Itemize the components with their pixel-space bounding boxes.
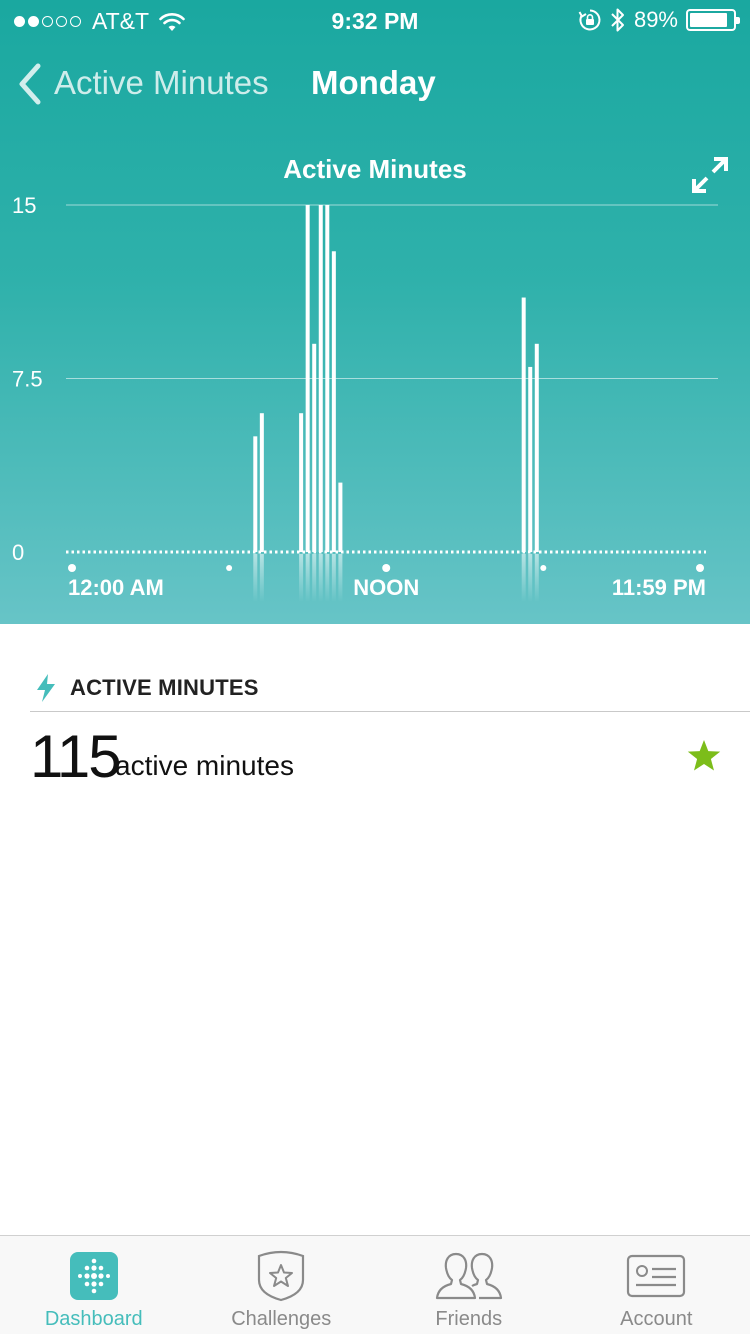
x-tick-label: NOON (353, 575, 419, 600)
chart-bar (299, 413, 304, 552)
y-tick-label: 15 (12, 193, 36, 218)
bar-reflection (259, 554, 264, 602)
tab-label: Account (620, 1308, 693, 1330)
active-minutes-value: 115 (30, 723, 122, 790)
tab-label: Dashboard (44, 1308, 143, 1330)
nav-bar: Active Minutes Monday (0, 52, 750, 116)
status-right: 89% (570, 7, 740, 33)
tab-account[interactable]: Account (563, 1236, 750, 1334)
x-tick-dot (540, 565, 547, 571)
chart-bar (325, 205, 330, 552)
bar-reflection (312, 554, 317, 602)
goal-star-icon (687, 740, 721, 771)
battery-icon (686, 9, 740, 31)
page-title: Monday (311, 64, 436, 101)
lightning-bolt-icon (37, 673, 55, 702)
bar-reflection (528, 554, 533, 602)
rotation-lock-icon (578, 9, 601, 31)
chart-bar (312, 343, 317, 552)
active-minutes-chart[interactable]: 15 7.5 0 12:00 AM NOON 11:59 PM (0, 190, 750, 610)
account-card-icon (627, 1254, 686, 1298)
active-minutes-unit: active minutes (115, 750, 294, 781)
dashboard-icon (69, 1252, 118, 1300)
badge-star-icon (258, 1250, 305, 1302)
signal-dot (14, 16, 25, 27)
friends-icon (435, 1252, 502, 1300)
x-tick-dot (68, 564, 76, 572)
chart-bar (318, 205, 323, 552)
tab-dashboard[interactable]: Dashboard (0, 1236, 188, 1334)
back-button[interactable]: Active Minutes (54, 64, 269, 101)
wifi-icon (159, 12, 185, 31)
x-tick-dot (696, 564, 704, 572)
signal-strength-icon (14, 16, 84, 27)
chart-bar (338, 482, 343, 552)
carrier-name: AT&T (92, 8, 150, 34)
chart-title: Active Minutes (283, 154, 467, 184)
back-chevron-icon[interactable] (16, 62, 44, 106)
chart-bar (259, 413, 264, 552)
bar-reflection (305, 554, 310, 602)
bar-reflection (534, 554, 539, 602)
chart-bar (253, 436, 258, 552)
signal-dot (56, 16, 67, 27)
status-left: AT&T (14, 8, 185, 35)
tab-label: Friends (435, 1308, 503, 1330)
battery-percent: 89% (633, 7, 678, 32)
active-minutes-summary: 115 active minutes (30, 722, 750, 792)
signal-dot (70, 16, 81, 27)
bar-reflection (338, 554, 343, 602)
header-hero: AT&T 9:32 PM 89% (0, 0, 750, 624)
chart-bar (521, 297, 526, 552)
bar-reflection (521, 554, 526, 602)
expand-icon[interactable] (690, 155, 730, 195)
tab-label: Challenges (231, 1308, 332, 1330)
status-time: 9:32 PM (331, 8, 419, 34)
bar-reflection (299, 554, 304, 602)
tab-bar: Dashboard Challenges Friends Account (0, 1235, 750, 1334)
battery-level (690, 13, 728, 27)
chart-bar (528, 366, 533, 552)
chart-bar (534, 343, 539, 552)
active-minutes-section-header: ACTIVE MINUTES (30, 672, 750, 712)
bar-reflection (318, 554, 323, 602)
x-tick-dot (226, 565, 233, 571)
chart-bar (331, 251, 336, 552)
x-tick-label: 12:00 AM (68, 575, 164, 600)
x-tick-dot (382, 564, 391, 572)
signal-dot (28, 16, 39, 27)
bluetooth-icon (611, 8, 624, 32)
y-tick-label: 0 (12, 540, 24, 565)
bar-reflection (253, 554, 258, 602)
chart-bar (305, 205, 310, 552)
battery-nub (736, 17, 740, 24)
section-title: ACTIVE MINUTES (70, 674, 259, 700)
x-tick-label: 11:59 PM (612, 575, 706, 600)
status-bar: AT&T 9:32 PM 89% (0, 0, 750, 40)
tab-friends[interactable]: Friends (375, 1236, 563, 1334)
bar-reflection (325, 554, 330, 602)
y-tick-label: 7.5 (12, 367, 43, 392)
signal-dot (42, 16, 53, 27)
bar-reflection (331, 554, 336, 602)
tab-challenges[interactable]: Challenges (188, 1236, 376, 1334)
